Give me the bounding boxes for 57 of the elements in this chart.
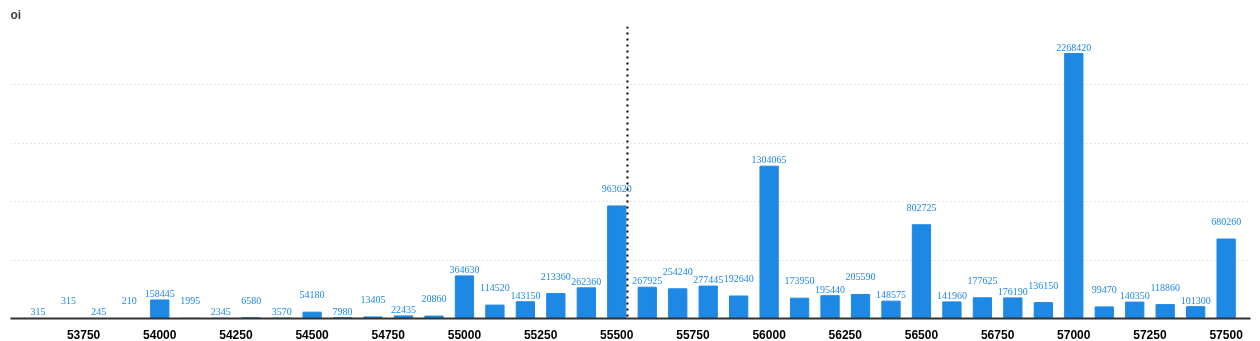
data-label: 277445	[693, 274, 724, 286]
data-label: 176190	[997, 285, 1028, 297]
data-label: 20860	[421, 293, 447, 305]
data-label: 205590	[845, 271, 876, 283]
x-tick-label: 56500	[904, 327, 939, 341]
data-label: 802725	[906, 201, 937, 213]
data-label: 315	[30, 306, 46, 318]
data-label: 680260	[1211, 216, 1242, 228]
x-tick-label: 55000	[447, 327, 482, 341]
data-label: 210	[121, 295, 137, 307]
data-label: 143150	[510, 289, 541, 301]
data-label: 136150	[1028, 279, 1059, 291]
data-label: 148575	[875, 289, 906, 301]
data-label: 2345	[210, 306, 231, 318]
data-label: 267925	[632, 275, 663, 287]
data-label: 173950	[784, 275, 815, 287]
data-label: 158445	[144, 287, 175, 299]
y-axis-title: oi	[10, 7, 22, 22]
data-label: 192640	[723, 273, 754, 284]
data-label: 364630	[449, 263, 480, 275]
x-tick-label: 56750	[980, 327, 1015, 341]
data-label: 315	[60, 295, 76, 307]
x-tick-label: 57000	[1057, 327, 1091, 341]
x-tick-label: 53750	[66, 327, 101, 341]
data-label: 99470	[1091, 283, 1117, 295]
data-label: 6580	[241, 294, 262, 306]
data-label: 245	[91, 306, 107, 318]
data-label: 963620	[601, 182, 632, 194]
data-label: 54180	[299, 289, 325, 301]
data-label: 3570	[271, 306, 292, 318]
data-label: 195440	[815, 283, 846, 295]
x-tick-label: 56250	[828, 327, 863, 341]
data-label: 141960	[936, 289, 967, 301]
data-label: 262360	[571, 275, 602, 287]
data-label: 140350	[1119, 290, 1150, 302]
data-label: 254240	[662, 265, 693, 277]
data-label: 7980	[332, 305, 353, 317]
x-tick-label: 54750	[371, 327, 406, 341]
x-tick-label: 54500	[295, 327, 330, 341]
x-tick-label: 55750	[676, 327, 710, 341]
data-label: 13405	[360, 293, 386, 305]
x-tick-label: 55500	[600, 327, 634, 341]
data-label: 213360	[540, 270, 571, 282]
data-label: 114520	[480, 282, 510, 294]
x-tick-label: 55250	[523, 327, 558, 341]
data-label: 118860	[1150, 281, 1181, 293]
data-label: 1304065	[751, 154, 787, 166]
data-label: 2268420	[1056, 41, 1092, 53]
data-label: 177625	[967, 274, 998, 286]
data-label: 101300	[1180, 294, 1211, 306]
x-tick-label: 57250	[1133, 327, 1167, 341]
x-tick-label: 54250	[219, 327, 253, 341]
x-tick-label: 54000	[143, 327, 177, 341]
x-tick-label: 57500	[1209, 327, 1244, 341]
x-tick-label: 56000	[752, 327, 787, 341]
data-label: 1995	[180, 295, 201, 307]
data-label: 22435	[391, 303, 417, 315]
